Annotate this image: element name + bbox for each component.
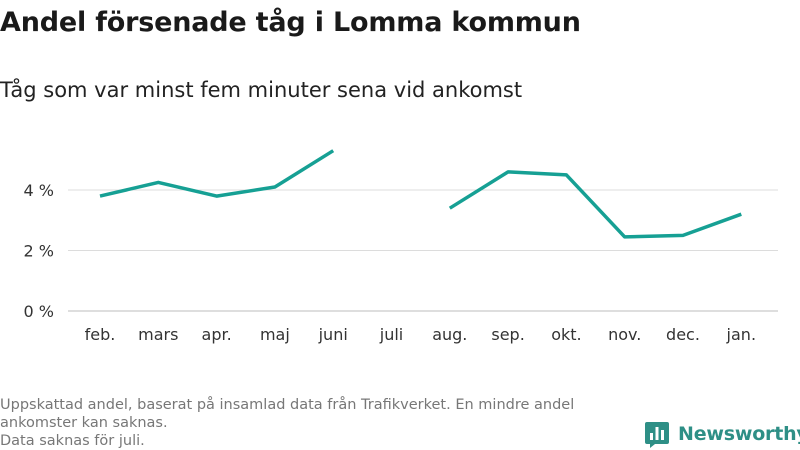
chart-title: Andel försenade tåg i Lomma kommun (0, 7, 581, 38)
x-tick-label: juni (318, 325, 348, 344)
footnote: Uppskattad andel, baserat på insamlad da… (0, 396, 625, 450)
brand-name: Newsworthy (678, 423, 800, 445)
y-axis-tick-labels: 0 % 2 % 4 % (24, 181, 54, 321)
x-tick-label: juli (379, 325, 403, 344)
x-tick-label: jan. (726, 325, 756, 344)
y-tick-label: 4 % (24, 181, 54, 200)
series-lines (99, 149, 742, 239)
x-tick-label: sep. (491, 325, 524, 344)
x-tick-label: feb. (85, 325, 116, 344)
y-tick-label: 2 % (24, 242, 54, 261)
x-tick-label: mars (138, 325, 178, 344)
newsworthy-logo-icon (645, 421, 669, 448)
x-tick-label: aug. (432, 325, 467, 344)
x-axis-tick-labels: feb. mars apr. maj juni juli aug. sep. okt. nov. d… (85, 325, 756, 344)
x-tick-label: maj (260, 325, 290, 344)
line-chart: 0 % 2 % 4 % feb. mars apr. maj juni juli aug. sep… (24, 149, 778, 344)
brand-logo: Newsworthy (644, 420, 800, 448)
footnote-source: Uppskattad andel, baserat på insamlad da… (0, 397, 575, 431)
footnote-missing-data: Data saknas för juli. (0, 433, 145, 449)
chart-subtitle: Tåg som var minst fem minuter sena vid a… (0, 78, 523, 102)
x-tick-label: apr. (202, 325, 232, 344)
y-tick-label: 0 % (24, 302, 54, 321)
series-line-segment-2 (448, 170, 742, 239)
series-line-segment-1 (99, 149, 335, 198)
x-tick-label: dec. (666, 325, 700, 344)
x-tick-label: nov. (608, 325, 641, 344)
gridlines (68, 189, 778, 312)
x-tick-label: okt. (551, 325, 581, 344)
